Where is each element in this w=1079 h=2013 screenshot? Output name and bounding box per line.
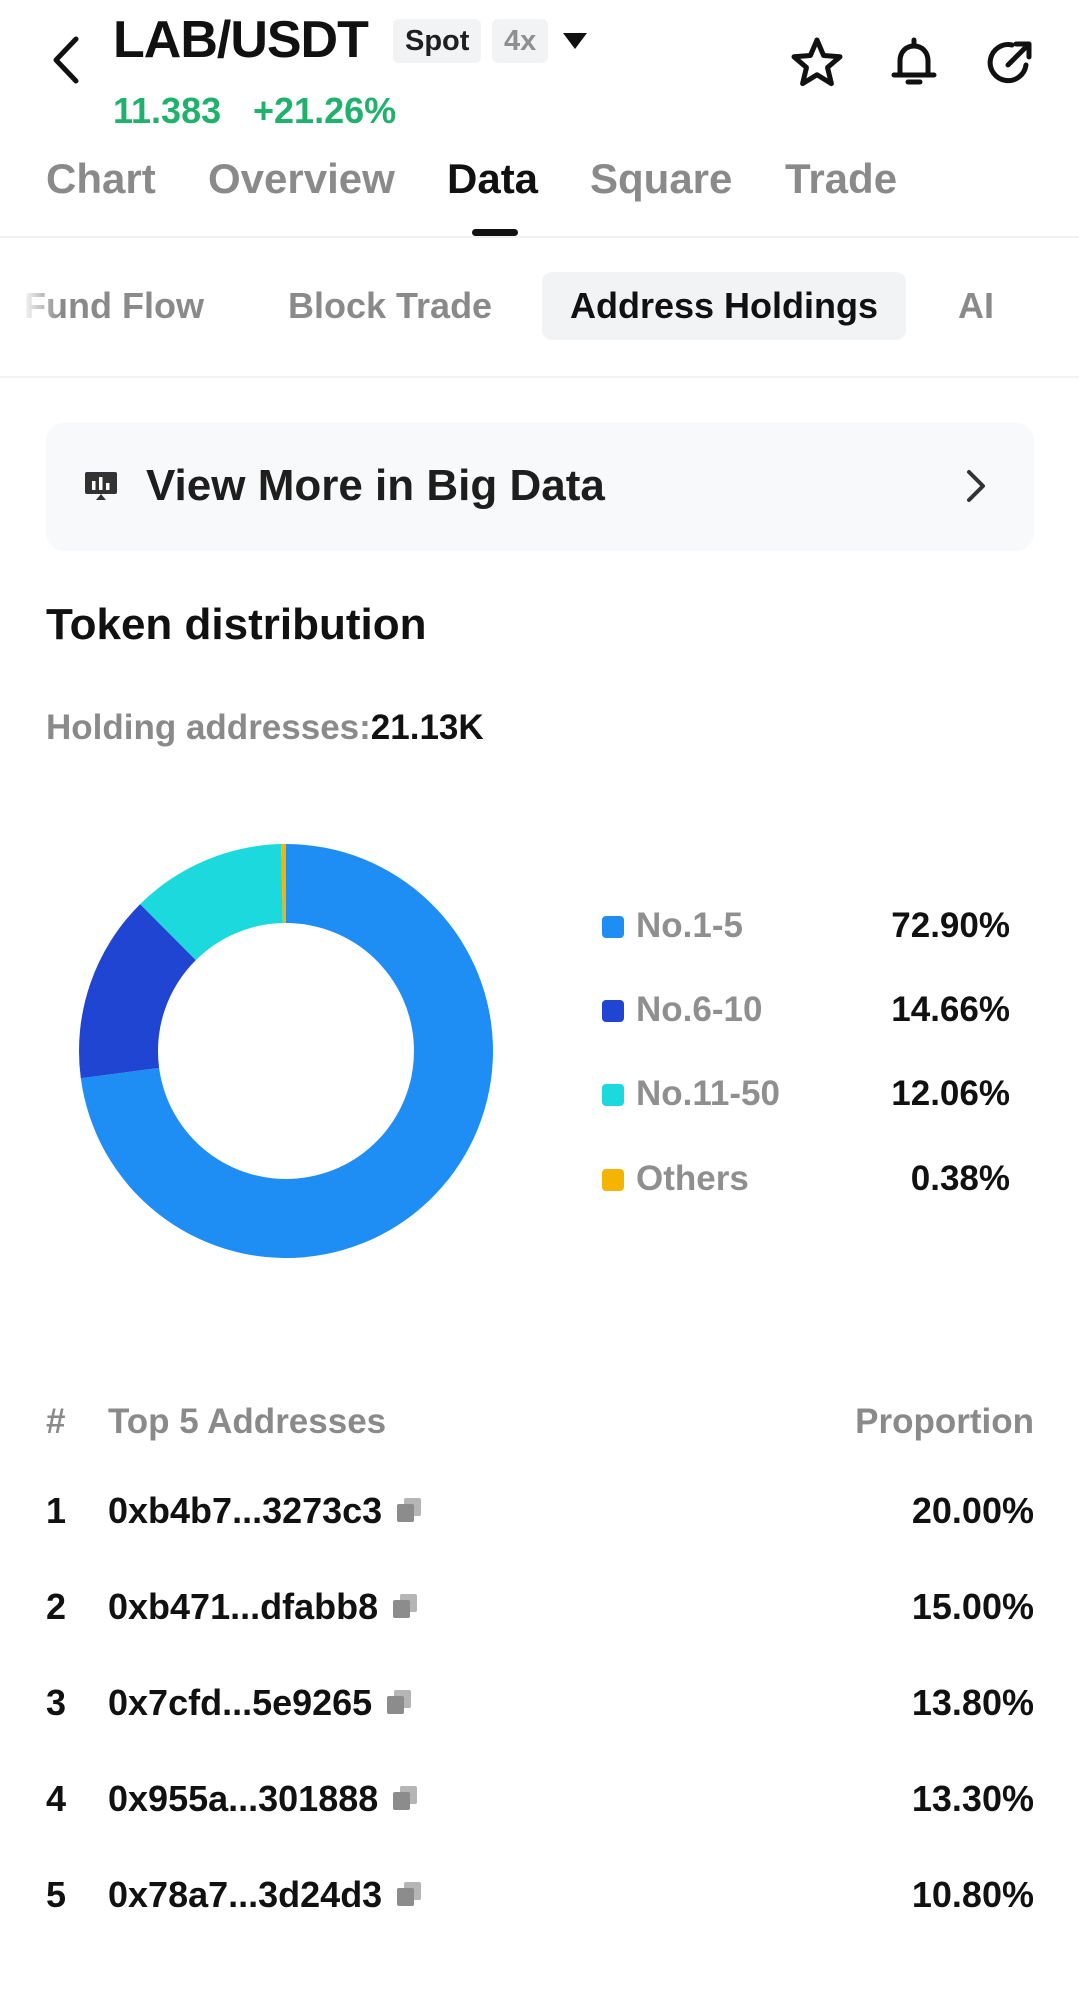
- row-proportion: 15.00%: [911, 1586, 1034, 1627]
- banner-label: View More in Big Data: [146, 461, 605, 510]
- copy-icon[interactable]: [392, 1785, 418, 1811]
- copy-icon[interactable]: [392, 1593, 418, 1619]
- column-address: Top 5 Addresses: [108, 1402, 387, 1441]
- tab-chart[interactable]: Chart: [46, 155, 156, 202]
- distribution-donut-chart: [78, 844, 493, 1258]
- legend-item: No.6-10 14.66%: [600, 986, 1020, 1036]
- subtab-address-holdings[interactable]: Address Holdings: [542, 272, 907, 340]
- row-index: 5: [46, 1874, 67, 1915]
- address-text: 0x78a7...3d24d3: [108, 1874, 383, 1915]
- row-index: 4: [46, 1778, 67, 1819]
- legend-swatch: [602, 916, 624, 938]
- market-type-badge: Spot: [393, 19, 482, 63]
- pair-dropdown-icon[interactable]: [562, 32, 588, 50]
- legend-swatch: [602, 1000, 624, 1022]
- legend-item: No.1-5 72.90%: [600, 902, 1020, 952]
- back-arrow-icon: [53, 36, 79, 84]
- share-icon: [987, 41, 1032, 84]
- row-proportion: 10.80%: [911, 1874, 1034, 1915]
- leverage-badge: 4x: [492, 19, 549, 63]
- legend-label: No.6-10: [636, 990, 763, 1029]
- holding-addresses: Holding addresses:21.13K: [46, 708, 484, 748]
- pair-title[interactable]: LAB/USDT: [113, 11, 369, 69]
- favorite-button[interactable]: [784, 30, 850, 96]
- big-data-banner[interactable]: View More in Big Data: [46, 423, 1034, 551]
- address-text: 0xb4b7...3273c3: [108, 1490, 383, 1531]
- tab-square[interactable]: Square: [590, 155, 733, 202]
- legend-value: 12.06%: [891, 1074, 1010, 1113]
- address-text: 0x955a...301888: [108, 1778, 379, 1819]
- row-index: 2: [46, 1586, 67, 1627]
- legend-item: No.11-50 12.06%: [600, 1070, 1020, 1120]
- alert-button[interactable]: [881, 30, 947, 96]
- tab-trade[interactable]: Trade: [785, 155, 898, 202]
- row-address: 0xb4b7...3273c3: [108, 1490, 422, 1532]
- back-button[interactable]: [40, 30, 90, 90]
- legend-item: Others 0.38%: [600, 1155, 1020, 1205]
- table-header: # Top 5 Addresses Proportion: [0, 1398, 1079, 1448]
- row-proportion: 20.00%: [911, 1490, 1034, 1531]
- address-text: 0x7cfd...5e9265: [108, 1682, 373, 1723]
- chart-board-icon: [85, 472, 117, 500]
- row-index: 3: [46, 1682, 67, 1723]
- subtab-ai[interactable]: AI: [958, 285, 994, 326]
- legend-label: No.1-5: [636, 906, 743, 945]
- holding-addresses-label: Holding addresses:: [46, 708, 371, 747]
- legend-label: Others: [636, 1159, 749, 1198]
- row-index: 1: [46, 1490, 67, 1531]
- row-proportion: 13.80%: [911, 1682, 1034, 1723]
- table-row: 5 0x78a7...3d24d3 10.80%: [0, 1868, 1079, 1928]
- table-row: 2 0xb471...dfabb8 15.00%: [0, 1580, 1079, 1640]
- legend-value: 0.38%: [910, 1159, 1010, 1198]
- scroll-fade: [0, 238, 60, 376]
- legend-value: 14.66%: [891, 990, 1010, 1029]
- active-tab-indicator: [472, 229, 518, 236]
- star-icon: [791, 37, 843, 87]
- tab-overview[interactable]: Overview: [208, 155, 395, 202]
- legend-value: 72.90%: [891, 906, 1010, 945]
- donut-slice-no-6-10: [78, 904, 196, 1079]
- legend-swatch: [602, 1084, 624, 1106]
- copy-icon[interactable]: [386, 1689, 412, 1715]
- table-row: 1 0xb4b7...3273c3 20.00%: [0, 1484, 1079, 1544]
- address-text: 0xb471...dfabb8: [108, 1586, 379, 1627]
- row-address: 0xb471...dfabb8: [108, 1586, 418, 1628]
- donut-slice-others: [281, 844, 286, 924]
- share-button[interactable]: [977, 30, 1043, 96]
- holding-addresses-value: 21.13K: [370, 708, 484, 747]
- row-address: 0x78a7...3d24d3: [108, 1874, 422, 1916]
- copy-icon[interactable]: [396, 1881, 422, 1907]
- table-row: 3 0x7cfd...5e9265 13.80%: [0, 1676, 1079, 1736]
- bell-icon: [891, 37, 937, 85]
- legend-label: No.11-50: [636, 1074, 780, 1113]
- subtab-block-trade[interactable]: Block Trade: [288, 285, 493, 326]
- copy-icon[interactable]: [396, 1497, 422, 1523]
- table-row: 4 0x955a...301888 13.30%: [0, 1772, 1079, 1832]
- donut-slice-no-1-5: [80, 844, 493, 1258]
- last-price: 11.383: [113, 90, 222, 131]
- tab-data[interactable]: Data: [447, 155, 539, 202]
- column-proportion: Proportion: [855, 1402, 1034, 1441]
- legend-swatch: [602, 1169, 624, 1191]
- row-address: 0x7cfd...5e9265: [108, 1682, 412, 1724]
- top-header: LAB/USDT Spot 4x 11.383 +21.26%: [0, 0, 1079, 238]
- main-tab-bar: Chart Overview Data Square Trade: [0, 145, 1079, 238]
- data-sub-tab-bar[interactable]: Fund Flow Block Trade Address Holdings A…: [0, 238, 1079, 378]
- price-change: +21.26%: [253, 90, 397, 131]
- section-title: Token distribution: [46, 600, 427, 649]
- row-proportion: 13.30%: [911, 1778, 1034, 1819]
- column-index: #: [46, 1402, 66, 1441]
- donut-slice-no-11-50: [140, 844, 283, 961]
- row-address: 0x955a...301888: [108, 1778, 418, 1820]
- chevron-right-icon: [967, 470, 985, 502]
